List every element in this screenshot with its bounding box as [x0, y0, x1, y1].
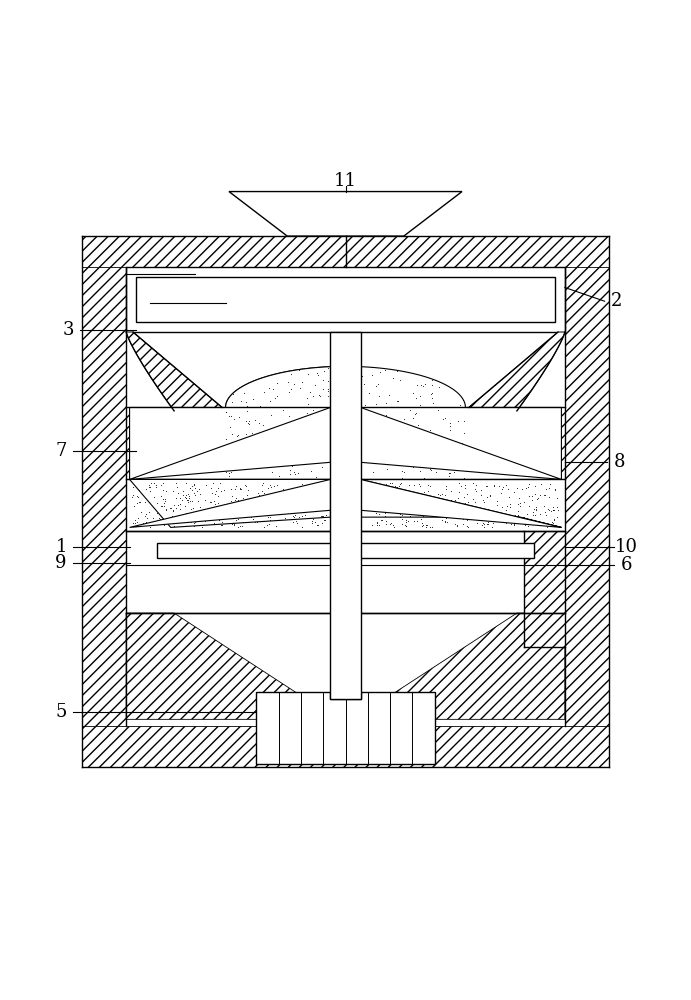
Text: 6: 6: [621, 556, 632, 574]
Polygon shape: [469, 332, 565, 411]
Text: 11: 11: [334, 172, 357, 190]
Text: 2: 2: [611, 292, 622, 310]
Polygon shape: [130, 479, 330, 527]
Bar: [126, 531, 565, 613]
Bar: [256, 692, 435, 764]
Polygon shape: [354, 613, 565, 719]
Polygon shape: [361, 407, 561, 479]
Polygon shape: [126, 407, 222, 479]
Text: 9: 9: [55, 554, 67, 572]
Polygon shape: [225, 366, 349, 479]
Bar: [126, 407, 565, 531]
Polygon shape: [126, 613, 337, 719]
Polygon shape: [361, 479, 561, 527]
Bar: [565, 236, 609, 767]
Bar: [330, 692, 361, 699]
Text: 7: 7: [55, 442, 67, 460]
Bar: [126, 479, 565, 531]
Bar: [126, 267, 565, 332]
Bar: [82, 236, 126, 767]
Text: 8: 8: [614, 453, 625, 471]
Text: 1: 1: [55, 538, 67, 556]
Bar: [82, 726, 609, 767]
Bar: [330, 692, 361, 699]
Polygon shape: [361, 479, 561, 527]
Polygon shape: [130, 366, 561, 479]
Bar: [524, 531, 565, 647]
Polygon shape: [130, 407, 330, 479]
Text: 10: 10: [615, 538, 638, 556]
Polygon shape: [130, 479, 330, 527]
Polygon shape: [469, 407, 565, 479]
Polygon shape: [229, 192, 462, 236]
Polygon shape: [126, 332, 222, 411]
Bar: [136, 277, 555, 322]
Bar: [82, 236, 609, 267]
Text: 5: 5: [55, 703, 67, 721]
Bar: [157, 543, 534, 558]
Bar: [330, 332, 361, 699]
Text: 3: 3: [62, 321, 74, 339]
